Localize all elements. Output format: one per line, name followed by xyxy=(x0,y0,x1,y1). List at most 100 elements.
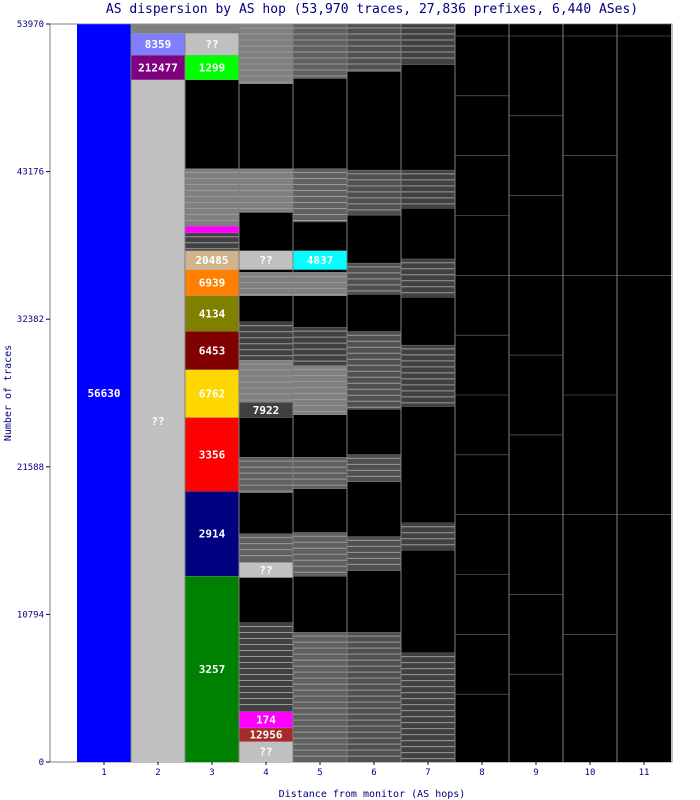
segment-label: ?? xyxy=(259,746,272,759)
segment-bar xyxy=(185,55,239,80)
segment-bar xyxy=(185,331,239,370)
segment-label: ?? xyxy=(259,254,272,267)
segment-bar xyxy=(185,79,239,169)
column-hop-1: 56630 xyxy=(77,23,131,762)
segment-bar xyxy=(239,457,293,493)
segment-bar xyxy=(401,406,455,523)
y-tick-label: 10794 xyxy=(17,610,44,620)
column-hop-4: ?? 12956 174?? 7922?? xyxy=(239,23,293,762)
segment-bar xyxy=(293,576,347,633)
segment-bar xyxy=(293,221,347,251)
segment-bar xyxy=(239,321,293,360)
segment-bar xyxy=(293,168,347,222)
segment-bar xyxy=(185,491,239,577)
segment-bar xyxy=(239,272,293,296)
segment-bar xyxy=(77,24,131,762)
y-tick-label: 0 xyxy=(39,758,44,768)
segment-bar xyxy=(347,454,401,482)
x-tick-label: 2 xyxy=(155,768,160,778)
segment-label: ?? xyxy=(205,38,218,51)
segment-label: 2914 xyxy=(199,528,226,541)
x-tick-label: 1 xyxy=(101,768,106,778)
segment-bar xyxy=(185,232,239,251)
segment-label: 6939 xyxy=(199,277,226,290)
x-tick-label: 4 xyxy=(263,768,268,778)
column-hop-10 xyxy=(563,23,617,762)
segment-bar xyxy=(185,225,239,233)
segment-bar xyxy=(347,294,401,332)
segment-label: 7922 xyxy=(253,404,280,417)
columns-layer: 56630?? 212477 8359 3257 2914 3356 6762 6453 413… xyxy=(77,23,671,763)
segment-bar xyxy=(239,402,293,418)
segment-bar xyxy=(239,533,293,563)
segment-bar xyxy=(239,577,293,623)
segment-bar xyxy=(239,83,293,169)
segment-bar xyxy=(293,78,347,169)
segment-label: 1299 xyxy=(199,61,226,74)
segment-bar xyxy=(347,536,401,571)
y-tick-label: 32382 xyxy=(17,315,44,325)
column-hop-2: ?? 212477 8359 xyxy=(131,23,185,763)
segment-bar xyxy=(239,492,293,534)
segment-label: ?? xyxy=(151,415,164,428)
segment-bar xyxy=(401,64,455,170)
x-tick-label: 5 xyxy=(317,768,322,778)
y-tick-label: 43176 xyxy=(17,168,44,178)
segment-bar xyxy=(185,369,239,418)
segment-bar xyxy=(185,168,239,226)
column-hop-11 xyxy=(617,23,671,762)
segment-bar xyxy=(185,576,239,762)
chart-title: AS dispersion by AS hop (53,970 traces, … xyxy=(106,2,638,17)
column-dividers xyxy=(130,24,618,762)
segment-bar xyxy=(347,331,401,410)
segment-label: 3257 xyxy=(199,663,226,676)
segment-bar xyxy=(239,741,293,762)
segment-bar xyxy=(185,269,239,296)
segment-label: 4837 xyxy=(307,254,334,267)
x-tick-label: 9 xyxy=(533,768,538,778)
segment-bar xyxy=(401,169,455,209)
x-tick-label: 3 xyxy=(209,768,214,778)
x-tick-label: 8 xyxy=(479,768,484,778)
segment-label: ?? xyxy=(259,564,272,577)
column-hop-7 xyxy=(401,23,455,762)
segment-label: 56630 xyxy=(87,387,120,400)
segment-label: 8359 xyxy=(145,38,172,51)
segment-bar xyxy=(131,33,185,56)
column-hop-5: 4837 xyxy=(293,23,347,762)
segment-bar xyxy=(347,481,401,537)
segment-bar xyxy=(293,414,347,458)
x-tick-label: 10 xyxy=(585,768,596,778)
segment-bar xyxy=(293,250,347,270)
segment-bar xyxy=(347,632,401,762)
segment-bar xyxy=(401,522,455,551)
segment-bar xyxy=(185,295,239,332)
segment-bar xyxy=(239,24,293,84)
segment-bar xyxy=(293,272,347,296)
segment-bar xyxy=(347,409,401,455)
segment-bar xyxy=(293,632,347,762)
segment-bar xyxy=(239,417,293,458)
segment-bar xyxy=(293,327,347,366)
segment-bar xyxy=(185,417,239,492)
segment-label: 6762 xyxy=(199,387,226,400)
segment-bar xyxy=(401,24,455,65)
segment-bar xyxy=(401,208,455,259)
segment-bar xyxy=(131,24,185,34)
segment-bar xyxy=(239,622,293,712)
column-hop-3: 3257 2914 3356 6762 6453 4134 6939 20485 1299?? xyxy=(185,23,239,762)
segment-bar xyxy=(239,562,293,578)
segment-label: 174 xyxy=(256,714,276,727)
segment-bar xyxy=(401,297,455,345)
segment-bar xyxy=(293,488,347,533)
segment-bar xyxy=(185,24,239,34)
segment-label: 3356 xyxy=(199,448,226,461)
x-axis-ticks: 1 2 3 4 5 6 7 8 9 10 11 xyxy=(101,762,649,778)
y-tick-label: 53970 xyxy=(17,20,44,30)
segment-bar xyxy=(563,24,617,762)
segment-label: 6453 xyxy=(199,344,226,357)
segment-bar xyxy=(401,550,455,653)
segment-bar xyxy=(347,71,401,170)
x-tick-label: 11 xyxy=(639,768,650,778)
